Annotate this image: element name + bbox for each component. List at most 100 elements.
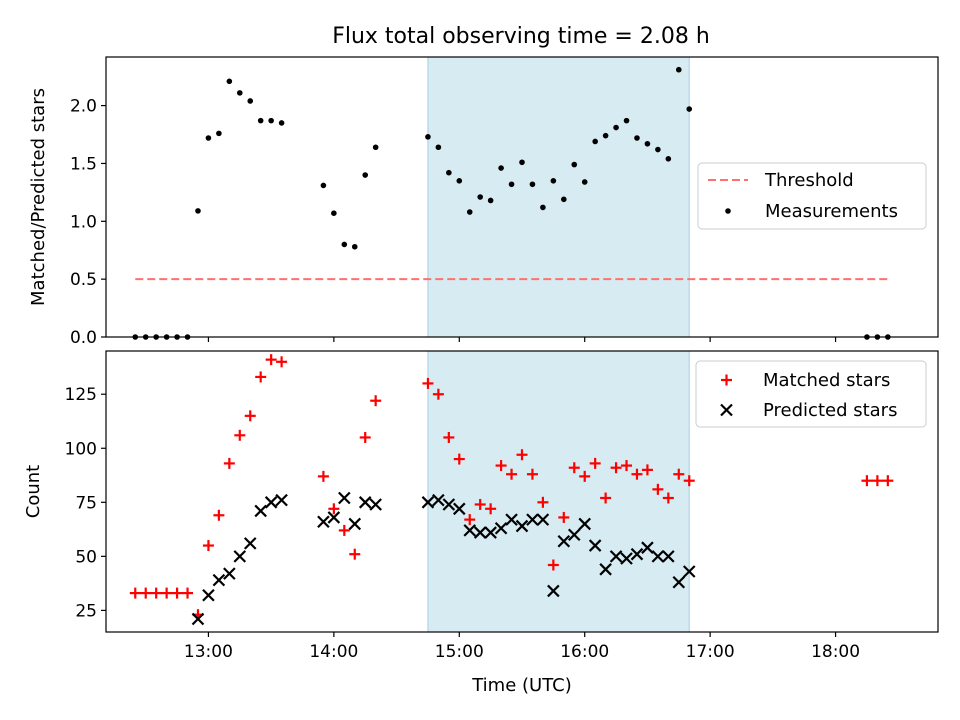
matched-star-point: [600, 492, 612, 504]
measurement-point: [675, 66, 682, 73]
y-tick-label: 2.0: [70, 97, 97, 117]
matched-star-point: [244, 410, 256, 422]
matched-star-point: [338, 524, 350, 536]
predicted-star-point: [505, 513, 518, 526]
matched-star-point: [579, 470, 591, 482]
matched-star-point: [171, 587, 183, 599]
axes-frame: [105, 350, 939, 633]
predicted-star-point: [348, 517, 362, 531]
observing-interval-band: [427, 351, 690, 632]
matched-star-point: [328, 503, 340, 515]
predicted-star-point: [588, 539, 602, 552]
measurement-point: [351, 243, 358, 250]
matched-star-point: [422, 377, 434, 389]
predicted-star-point: [620, 552, 633, 565]
measurement-point: [236, 90, 243, 96]
measurement-point: [644, 140, 651, 147]
predicted-star-point: [358, 496, 372, 509]
predicted-star-point: [536, 513, 550, 526]
legend-measurement-swatch: [725, 208, 731, 214]
legend-box: [697, 162, 927, 230]
measurement-point: [561, 196, 567, 203]
predicted-star-point: [191, 612, 205, 626]
measurement-point: [446, 169, 452, 176]
predicted-star-point: [609, 550, 623, 563]
predicted-star-point: [599, 563, 612, 576]
measurement-point: [425, 134, 431, 140]
measurement-point: [341, 241, 348, 248]
bottom-panel: 25 50 75 100 125 13:00 14:00 15:00 16:00 17:00 18:…: [23, 350, 939, 696]
matched-star-point: [589, 457, 601, 469]
matched-star-point: [317, 470, 329, 482]
predicted-star-point: [421, 496, 435, 509]
measurement-point: [320, 182, 327, 189]
matched-star-point: [506, 468, 518, 480]
measurement-point: [477, 194, 483, 200]
matched-star-point: [129, 587, 141, 599]
predicted-star-point: [651, 550, 665, 563]
measurement-point: [226, 78, 233, 85]
legend-box: [695, 360, 927, 428]
matched-star-point: [370, 395, 382, 407]
predicted-star-point: [630, 547, 644, 561]
matched-star-point: [202, 540, 214, 552]
matched-star-point: [631, 468, 643, 480]
measurement-point: [550, 178, 557, 184]
predicted-star-point: [202, 588, 215, 602]
measurement-point: [216, 130, 222, 137]
y-tick-label: 125: [65, 385, 97, 405]
y-axis-label: Count: [23, 465, 44, 518]
matched-star-point: [621, 460, 633, 472]
matched-star-point: [547, 559, 559, 571]
predicted-star-point: [264, 496, 278, 509]
predicted-star-point: [682, 565, 696, 578]
x-axis-label: Time (UTC): [471, 675, 572, 696]
predicted-star-point: [275, 493, 288, 507]
matched-star-point: [558, 511, 570, 523]
measurement-point: [247, 98, 254, 104]
measurement-point: [540, 204, 546, 211]
predicted-star-point: [453, 502, 466, 516]
predicted-star-point: [243, 537, 257, 550]
matched-star-point: [161, 587, 173, 599]
predicted-star-point: [223, 567, 236, 580]
measurement-point: [655, 146, 661, 153]
y-axis-label: Matched/Predicted stars: [28, 88, 49, 306]
measurement-point: [519, 159, 525, 166]
predicted-star-point: [567, 528, 581, 542]
y-tick-label: 25: [75, 601, 97, 621]
axes-frame: [105, 56, 939, 338]
y-tick-label: 1.5: [70, 154, 97, 174]
top-panel: 0.0 0.5 1.0 1.5 2.0 Matched/Predicted stars Th…: [28, 56, 939, 348]
matched-star-point: [495, 460, 507, 472]
measurement-point: [508, 181, 515, 188]
predicted-star-point: [515, 519, 529, 533]
measurement-point: [205, 135, 212, 141]
predicted-star-point: [578, 517, 591, 531]
x-tick-label: 14:00: [309, 642, 358, 662]
matched-star-point: [662, 492, 674, 504]
measurement-point: [487, 197, 494, 204]
predicted-star-point: [484, 526, 497, 539]
matched-star-point: [443, 431, 455, 443]
predicted-star-point: [212, 573, 226, 587]
x-tick-label: 15:00: [435, 642, 484, 662]
measurement-point: [498, 165, 504, 171]
measurement-point: [278, 120, 285, 126]
matched-star-point: [453, 453, 465, 465]
legend-bottom: Matched stars Predicted stars: [695, 360, 927, 428]
legend-top: Threshold Measurements: [697, 162, 927, 230]
matched-star-point: [882, 475, 894, 487]
x-tick-label: 13:00: [184, 642, 233, 662]
matched-star-point: [255, 371, 267, 383]
predicted-star-point: [547, 584, 560, 598]
measurement-point: [257, 117, 264, 124]
matched-star-point: [683, 475, 695, 487]
predicted-star-point: [473, 526, 487, 539]
y-tick-label: 75: [75, 493, 97, 513]
measurement-point: [362, 172, 369, 178]
predicted-star-point: [662, 550, 675, 563]
matched-star-point: [150, 587, 162, 599]
chart-title: Flux total observing time = 2.08 h: [332, 24, 710, 49]
